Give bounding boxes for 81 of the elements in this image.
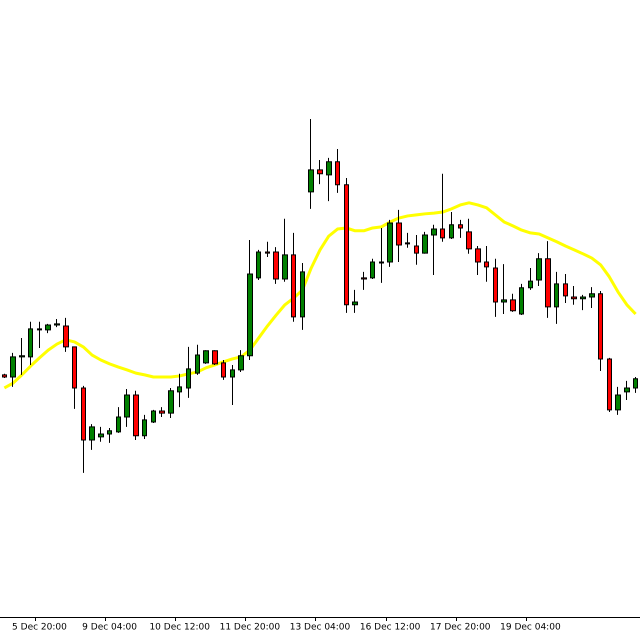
candlestick — [151, 409, 156, 424]
candlestick — [133, 390, 139, 441]
candlestick — [282, 218, 288, 282]
candlestick — [387, 219, 393, 268]
candlestick — [124, 388, 130, 428]
candlestick — [177, 373, 182, 408]
candlestick — [580, 294, 586, 311]
candlestick — [308, 118, 314, 210]
candlestick — [361, 271, 367, 290]
candlestick — [247, 240, 253, 361]
candlestick — [159, 406, 165, 418]
x-tick-label: 11 Dec 20:00 — [220, 622, 280, 632]
candlestick — [72, 346, 77, 410]
candlestick — [89, 424, 95, 450]
candlestick — [317, 160, 323, 185]
candlestick — [81, 385, 86, 474]
candlestick — [63, 317, 69, 352]
candlestick — [607, 357, 612, 413]
candlestick — [431, 224, 437, 276]
candlestick — [440, 173, 445, 242]
candlestick — [54, 318, 60, 328]
candlestick — [28, 321, 33, 366]
candlestick — [422, 231, 428, 254]
candlestick — [379, 227, 384, 284]
candlestick — [510, 293, 516, 312]
candlestick — [458, 219, 463, 238]
candlestick — [501, 264, 507, 314]
candlestick — [230, 364, 235, 406]
candlestick — [107, 427, 112, 444]
x-tick-label: 17 Dec 20:00 — [430, 622, 491, 632]
candlestick — [98, 426, 104, 442]
x-tick-label: 19 Dec 04:00 — [500, 622, 561, 632]
candlestick — [405, 232, 410, 248]
candlestick — [519, 283, 524, 316]
candlestick — [203, 350, 209, 364]
candlestick — [624, 380, 630, 401]
candlestick — [291, 232, 296, 322]
candlestick — [352, 289, 358, 314]
candlestick — [142, 414, 147, 440]
candlestick — [344, 178, 349, 314]
candlestick — [449, 212, 454, 240]
x-tick-label: 10 Dec 12:00 — [149, 622, 210, 632]
candlestick — [300, 262, 305, 330]
candlestick — [633, 376, 638, 394]
candlestick — [563, 273, 568, 304]
candlestick — [45, 323, 51, 334]
candlestick — [19, 338, 25, 376]
candlestick — [116, 406, 121, 434]
x-tick-label: 9 Dec 04:00 — [82, 622, 138, 632]
candlestick — [370, 258, 375, 280]
candlestick — [484, 246, 489, 282]
candlestick — [37, 321, 42, 348]
candlestick — [475, 246, 481, 276]
candlestick — [335, 148, 340, 194]
candlestick — [528, 267, 533, 290]
x-tick-label: 5 Dec 20:00 — [12, 622, 68, 632]
candlestick — [221, 360, 226, 380]
candlestick — [545, 240, 551, 318]
x-tick-label: 16 Dec 12:00 — [360, 622, 421, 632]
candlestick — [212, 350, 218, 366]
candlestick — [466, 218, 472, 254]
candlestick — [186, 346, 191, 398]
candlestick — [10, 352, 16, 388]
candlestick — [2, 373, 7, 379]
candlestick — [554, 271, 559, 324]
candlestick — [265, 241, 270, 258]
candlestick — [326, 157, 332, 202]
candlestick — [168, 387, 174, 419]
candlestick — [414, 234, 419, 266]
candlestick — [589, 286, 595, 308]
candlestick — [615, 386, 621, 416]
candlestick — [273, 246, 279, 284]
candlestick — [598, 290, 603, 372]
candlestick — [396, 209, 402, 262]
candlestick — [238, 350, 244, 373]
candlestick — [256, 249, 261, 281]
x-tick-label: 13 Dec 04:00 — [290, 622, 351, 632]
candlestick — [493, 258, 498, 318]
candlestick — [195, 344, 200, 376]
candlestick — [536, 252, 542, 287]
candlestick — [571, 286, 577, 306]
